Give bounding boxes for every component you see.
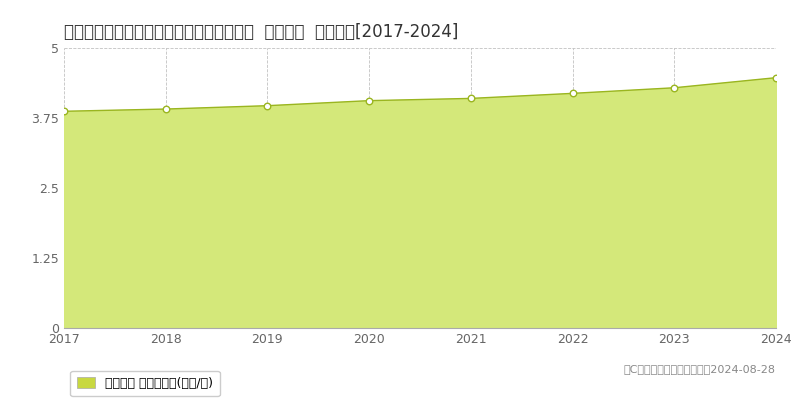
Point — [362, 98, 375, 104]
Point — [566, 90, 579, 96]
Text: （C）土地価格ドットコム　2024-08-28: （C）土地価格ドットコム 2024-08-28 — [624, 364, 776, 374]
Point — [159, 106, 172, 112]
Legend: 地価公示 平均嵪単価(万円/嵪): 地価公示 平均嵪単価(万円/嵪) — [70, 371, 219, 396]
Point — [58, 108, 70, 114]
Point — [465, 95, 478, 102]
Point — [770, 74, 782, 81]
Point — [261, 102, 274, 109]
Text: 鳳取県米子市西福原７丁目１０６２番１外  地価公示  地価推移[2017-2024]: 鳳取県米子市西福原７丁目１０６２番１外 地価公示 地価推移[2017-2024] — [64, 23, 458, 41]
Point — [668, 84, 681, 91]
